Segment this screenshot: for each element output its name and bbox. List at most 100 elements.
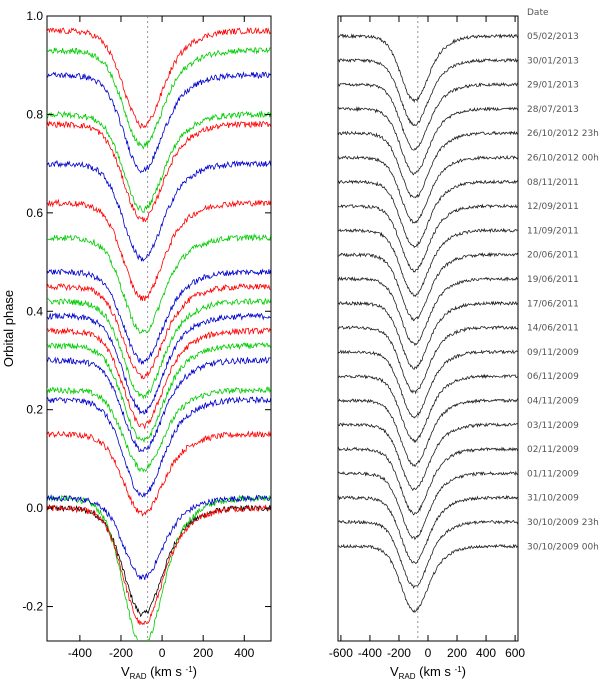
- left-y-tick-label: -0.2: [22, 600, 43, 614]
- date-label-13: 09/11/2009: [527, 348, 579, 358]
- right-series-line-8: [338, 227, 518, 298]
- date-label-12: 14/06/2011: [527, 324, 579, 334]
- left-y-axis-title: Orbital phase: [1, 290, 16, 367]
- right-series-line-15: [338, 398, 518, 467]
- left-x-axis-title-xlabel-close: ): [193, 664, 197, 679]
- date-label-5: 26/10/2012 00h: [527, 154, 599, 164]
- left-y-tick-label: 0.0: [26, 501, 43, 515]
- right-series-line-10: [338, 276, 518, 347]
- left-x-tick-label: 200: [193, 646, 213, 660]
- left-x-axis-title-xlabel-units: (km s: [147, 664, 186, 679]
- right-series-line-3: [338, 106, 518, 176]
- right-series-line-13: [338, 349, 518, 419]
- left-series-line-17: [47, 120, 271, 223]
- date-label-8: 11/09/2011: [527, 226, 579, 236]
- right-series-line-4: [338, 130, 518, 199]
- left-series-line-10: [47, 312, 271, 415]
- left-y-tick-label: 0.4: [26, 304, 43, 318]
- left-series-line-8: [47, 341, 271, 444]
- right-series-line-11: [338, 300, 518, 370]
- right-x-tick-label: 400: [476, 646, 496, 660]
- left-x-tick-label: -400: [68, 646, 92, 660]
- left-series-line-18: [47, 110, 271, 213]
- left-series-line-12: [47, 282, 271, 380]
- right-series-line-2: [338, 81, 518, 151]
- left-chart-panel: -400 -200 0 200 400 -0.2 0.0 0.2 0.4 0.6 0.8 1.0 Orb…: [1, 9, 272, 681]
- right-series-group: [338, 33, 518, 614]
- right-x-axis-title-xlabel-main: V: [390, 664, 399, 679]
- left-x-tick-label: -200: [109, 646, 133, 660]
- left-y-tick-label: 0.8: [26, 107, 43, 121]
- right-x-axis-title-xlabel-sub: RAD: [399, 672, 416, 681]
- date-label-17: 02/11/2009: [527, 445, 579, 455]
- right-series-line-17: [338, 446, 518, 516]
- left-series-line-20: [47, 47, 271, 150]
- left-series-line-5: [47, 395, 271, 498]
- right-x-axis-title-xlabel-close: ): [462, 664, 466, 679]
- right-x-tick-label: -600: [329, 646, 353, 660]
- right-series-line-16: [338, 422, 518, 492]
- right-chart-panel: 05/02/2013 30/01/2013 29/01/2013 28/07/2013…: [329, 8, 599, 681]
- left-x-axis-title-xlabel-main: V: [121, 664, 130, 679]
- date-label-19: 31/10/2009: [527, 494, 579, 504]
- right-series-line-7: [338, 203, 518, 273]
- right-x-axis-title: VRAD (km s -1): [390, 664, 466, 681]
- date-label-3: 28/07/2013: [527, 105, 579, 115]
- left-series-line-16: [47, 159, 271, 262]
- left-series-line-0: [47, 504, 271, 618]
- left-series-line-21: [47, 27, 271, 130]
- right-x-tick-label: -200: [387, 646, 411, 660]
- left-series-line-19: [47, 71, 271, 174]
- right-series-line-19: [338, 494, 518, 565]
- right-x-tick-label: 200: [447, 646, 467, 660]
- right-series-line-1: [338, 57, 518, 127]
- right-series-line-5: [338, 154, 518, 224]
- right-x-tick-label: -400: [358, 646, 382, 660]
- right-series-line-21: [338, 543, 518, 614]
- right-series-line-14: [338, 373, 518, 444]
- left-y-tick-label: 1.0: [26, 9, 43, 23]
- left-series-line-7: [47, 356, 271, 453]
- left-series-line-11: [47, 297, 271, 400]
- left-series-line-15: [47, 198, 271, 301]
- left-x-tick-label: 400: [234, 646, 254, 660]
- date-label-1: 30/01/2013: [527, 56, 579, 66]
- date-label-7: 12/09/2011: [527, 202, 579, 212]
- right-x-axis-title-xlabel-sup: -1: [455, 665, 463, 674]
- date-label-10: 19/06/2011: [527, 275, 579, 285]
- right-series-line-20: [338, 519, 518, 589]
- date-label-18: 01/11/2009: [527, 469, 579, 479]
- left-series-line-9: [47, 326, 271, 430]
- left-series-line-13: [47, 268, 271, 366]
- right-x-axis-title-xlabel-units: (km s: [416, 664, 455, 679]
- date-label-21: 30/10/2009 00h: [527, 542, 599, 552]
- left-series-line-4: [47, 430, 271, 517]
- left-x-axis-title-xlabel-sub: RAD: [130, 672, 147, 681]
- left-series-line-14: [47, 233, 271, 335]
- left-y-tick-label: 0.2: [26, 403, 43, 417]
- right-x-tick-label: 0: [425, 646, 432, 660]
- left-series-line-6: [47, 386, 271, 473]
- left-x-tick-label: 0: [159, 646, 166, 660]
- left-series-group: [47, 27, 271, 641]
- date-label-11: 17/06/2011: [527, 299, 579, 309]
- date-label-6: 08/11/2011: [527, 178, 579, 188]
- right-series-line-12: [338, 325, 518, 395]
- date-label-15: 04/11/2009: [527, 397, 579, 407]
- right-series-line-0: [338, 33, 518, 104]
- left-x-axis-title: VRAD (km s -1): [121, 664, 197, 681]
- right-series-line-18: [338, 470, 518, 541]
- date-label-4: 26/10/2012 23h: [527, 129, 599, 139]
- left-x-axis-title-xlabel-sup: -1: [186, 665, 194, 674]
- date-legend-title: Date: [527, 8, 549, 18]
- date-label-2: 29/01/2013: [527, 81, 579, 91]
- date-label-14: 06/11/2009: [527, 372, 579, 382]
- left-y-tick-label: 0.6: [26, 206, 43, 220]
- left-series-line-3: [47, 493, 271, 581]
- left-series-line-1: [47, 494, 271, 641]
- left-plot-frame: [46, 15, 272, 642]
- right-x-tick-label: 600: [505, 646, 525, 660]
- right-series-line-9: [338, 251, 518, 322]
- left-series-line-2: [47, 503, 271, 626]
